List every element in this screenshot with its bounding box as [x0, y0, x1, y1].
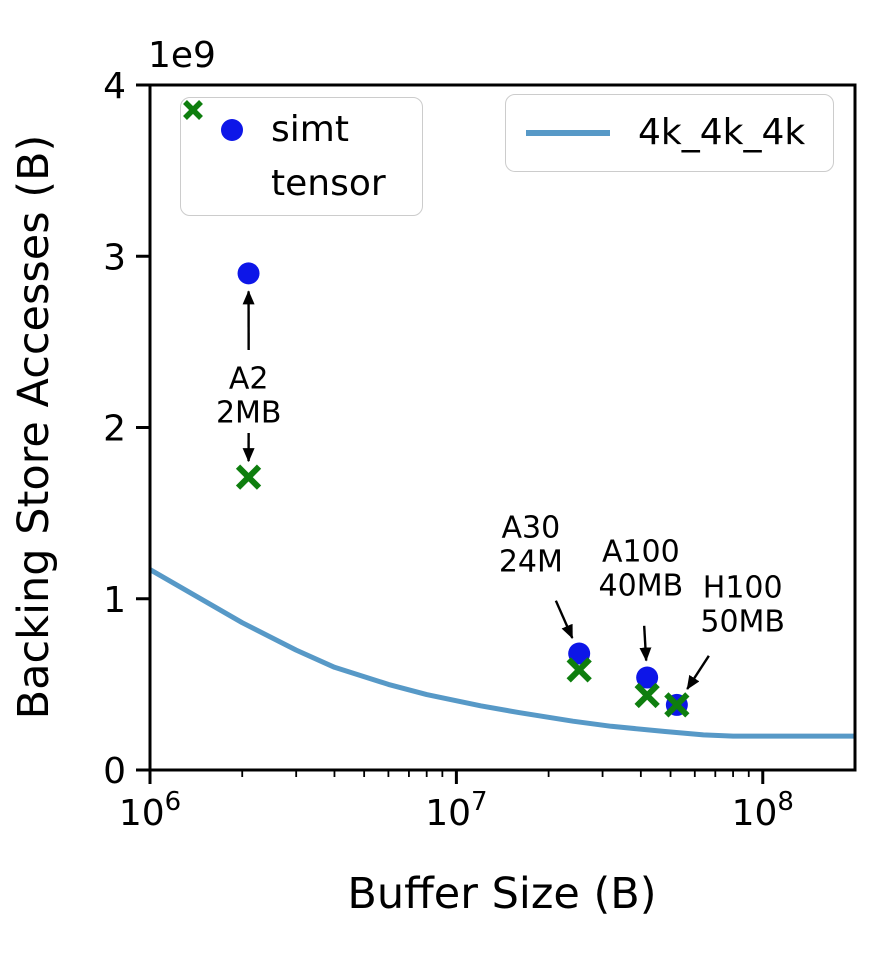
legend-label-tensor: tensor: [271, 162, 386, 204]
annotation-arrow-a100: [639, 625, 652, 662]
y-axis-label: Backing Store Accesses (B): [9, 135, 59, 720]
point-tensor: [634, 682, 660, 709]
point-simt: [636, 666, 659, 689]
annotation-text-a100: 40MB: [599, 568, 684, 603]
legend-line: 4k_4k_4k: [505, 94, 835, 172]
x-tick-label: 106: [119, 787, 181, 834]
annotation-text-h100: H100: [703, 570, 783, 605]
legend-simt-marker-icon: [221, 118, 243, 141]
legend-item-simt: simt: [193, 110, 386, 150]
point-simt: [568, 642, 591, 665]
legend-label-simt: simt: [271, 109, 349, 150]
legend-item-4k-4k-4k: 4k_4k_4k: [526, 113, 805, 153]
annotation-text-a2: 2MB: [216, 395, 282, 430]
axis-labels-group: 1e9 Buffer Size (B) Backing Store Access…: [9, 35, 657, 919]
x-axis-label: Buffer Size (B): [347, 869, 656, 919]
legend-label-4k-4k-4k: 4k_4k_4k: [638, 112, 806, 153]
annotation-text-a30: 24M: [499, 544, 563, 579]
annotation-arrow-a30: [554, 600, 574, 639]
line-4k_4k_4k: [148, 567, 855, 739]
y-tick-label: 3: [103, 237, 126, 278]
y-tick-label: 0: [103, 751, 126, 792]
point-tensor: [566, 657, 592, 683]
y-tick-label: 2: [103, 409, 126, 450]
annotation-text-a100: A100: [602, 534, 680, 569]
point-simt: [237, 262, 260, 285]
y-tick-label: 4: [103, 66, 126, 107]
annotation-text-a2: A2: [229, 361, 269, 396]
legend-markers: simt tensor: [180, 97, 423, 217]
x-tick-label: 107: [425, 787, 487, 834]
annotation-text-h100: 50MB: [700, 604, 785, 639]
scatter-group: [235, 262, 690, 718]
annotation-arrow-h100: [686, 655, 710, 690]
legend-line-sample-icon: [526, 129, 610, 136]
point-tensor: [235, 464, 262, 490]
y-offset-label: 1e9: [148, 35, 216, 76]
legend-tensor-marker-icon: [183, 100, 203, 120]
legend-marker-cell: [193, 118, 271, 141]
legend-item-tensor: tensor: [183, 100, 386, 204]
annotation-text-a30: A30: [501, 510, 560, 545]
line-series-group: [148, 567, 855, 739]
point-tensor: [664, 692, 690, 718]
x-tick-label: 108: [732, 787, 794, 834]
y-tick-label: 1: [103, 580, 126, 621]
